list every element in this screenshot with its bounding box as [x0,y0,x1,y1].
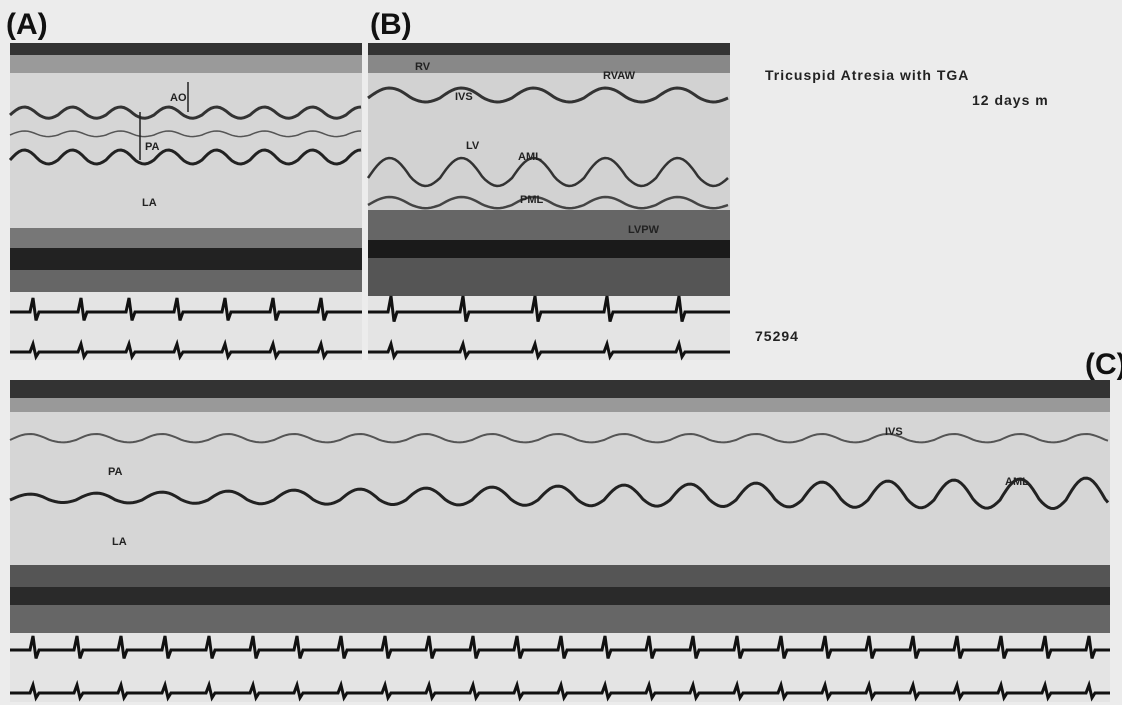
annotation: AML [1005,476,1029,488]
echo-band [10,43,362,55]
annotation: IVS [885,426,903,438]
caption-title: Tricuspid Atresia with TGA [765,67,969,83]
caption-id: 75294 [755,328,799,344]
echo-band [368,258,730,296]
annotation: LVPW [628,224,660,236]
annotation: RV [415,61,431,73]
annotation: PA [145,141,160,153]
annotation: LA [112,536,127,548]
echo-band [368,210,730,240]
echo-band [10,228,362,248]
caption-age: 12 days m [972,92,1049,108]
annotation: PML [520,194,544,206]
panel-label: (A) [6,8,48,41]
panel-label: (B) [370,8,412,41]
annotation: RVAW [603,70,636,82]
echo-band [10,270,362,292]
echo-band [10,605,1110,633]
echo-band [10,292,362,360]
annotation: LV [466,140,480,152]
figure: (A) (B) (C) AO PA LA RV IVS RVAW LV AML … [0,0,1122,705]
echo-band [10,587,1110,605]
annotation: AML [518,151,542,163]
annotation: IVS [455,91,473,103]
panel-label: (C) [1085,348,1122,381]
echo-band [10,398,1110,412]
echo-band [368,43,730,55]
echo-band [368,240,730,258]
echo-band [10,55,362,73]
annotation: PA [108,466,123,478]
echo-band [10,565,1110,587]
annotation: AO [170,92,187,104]
echo-band [10,248,362,270]
annotation: LA [142,197,157,209]
echo-band [10,380,1110,398]
